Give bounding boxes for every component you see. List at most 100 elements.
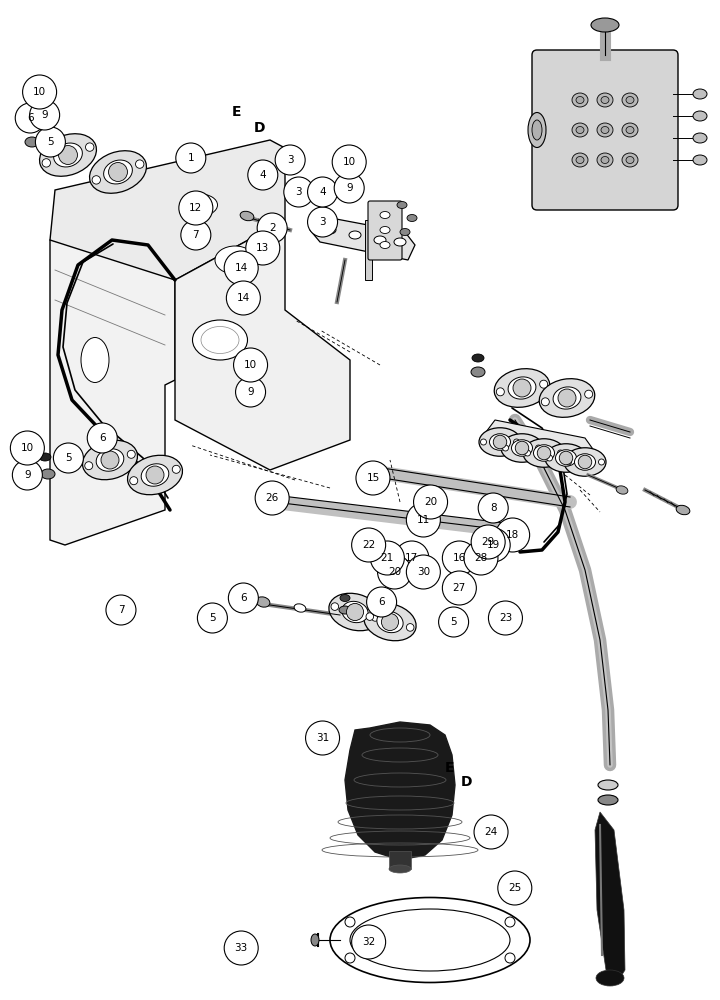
Text: 10: 10	[244, 360, 257, 370]
Circle shape	[58, 146, 78, 164]
Circle shape	[496, 388, 504, 396]
Ellipse shape	[693, 89, 707, 99]
Ellipse shape	[601, 126, 609, 133]
Text: 3: 3	[319, 217, 326, 227]
Circle shape	[307, 177, 338, 207]
Circle shape	[442, 541, 477, 575]
Circle shape	[370, 541, 405, 575]
Text: 21: 21	[381, 553, 394, 563]
Circle shape	[255, 481, 289, 515]
Circle shape	[557, 450, 564, 456]
Circle shape	[85, 462, 93, 470]
Ellipse shape	[532, 120, 542, 140]
Ellipse shape	[626, 97, 634, 104]
Text: 29: 29	[482, 537, 495, 547]
Text: 6: 6	[240, 593, 247, 603]
Circle shape	[275, 145, 305, 175]
Circle shape	[109, 163, 127, 181]
Ellipse shape	[693, 111, 707, 121]
Ellipse shape	[81, 338, 109, 382]
Ellipse shape	[601, 97, 609, 104]
Ellipse shape	[598, 780, 618, 790]
Circle shape	[35, 127, 66, 157]
Text: 15: 15	[366, 473, 379, 483]
Ellipse shape	[374, 236, 386, 244]
Ellipse shape	[572, 123, 588, 137]
Ellipse shape	[329, 593, 381, 631]
Ellipse shape	[377, 611, 403, 633]
Ellipse shape	[240, 211, 254, 221]
Text: 31: 31	[316, 733, 329, 743]
Circle shape	[513, 439, 520, 445]
Polygon shape	[595, 812, 625, 978]
Circle shape	[15, 103, 45, 133]
Polygon shape	[345, 722, 455, 860]
Ellipse shape	[511, 440, 533, 456]
Circle shape	[334, 173, 364, 203]
Ellipse shape	[676, 505, 690, 515]
Ellipse shape	[622, 123, 638, 137]
Ellipse shape	[380, 212, 390, 219]
Ellipse shape	[564, 448, 606, 476]
Ellipse shape	[192, 320, 248, 360]
Ellipse shape	[41, 469, 55, 479]
Circle shape	[377, 555, 412, 589]
Ellipse shape	[471, 367, 485, 377]
Circle shape	[257, 213, 287, 243]
Ellipse shape	[626, 126, 634, 133]
Text: 16: 16	[453, 553, 466, 563]
Circle shape	[228, 583, 258, 613]
Circle shape	[464, 541, 498, 575]
Ellipse shape	[96, 449, 124, 471]
Ellipse shape	[53, 143, 82, 167]
Circle shape	[513, 379, 531, 397]
Circle shape	[495, 518, 530, 552]
Ellipse shape	[201, 326, 239, 354]
Text: 24: 24	[485, 827, 498, 837]
Circle shape	[578, 455, 592, 469]
Text: 10: 10	[21, 443, 34, 453]
Text: D: D	[253, 121, 265, 135]
Text: 33: 33	[235, 943, 248, 953]
Ellipse shape	[576, 97, 584, 104]
Text: E: E	[231, 105, 241, 119]
Ellipse shape	[394, 238, 406, 246]
Polygon shape	[365, 220, 372, 280]
Polygon shape	[175, 220, 350, 470]
Circle shape	[351, 528, 386, 562]
Ellipse shape	[400, 229, 410, 235]
Text: 3: 3	[287, 155, 294, 165]
Circle shape	[474, 815, 508, 849]
Circle shape	[146, 466, 164, 484]
Polygon shape	[50, 140, 285, 280]
Circle shape	[516, 441, 528, 455]
Circle shape	[536, 445, 541, 451]
Ellipse shape	[576, 156, 584, 163]
Ellipse shape	[572, 93, 588, 107]
Ellipse shape	[523, 439, 565, 467]
Ellipse shape	[556, 450, 577, 466]
Text: 22: 22	[362, 540, 375, 550]
Circle shape	[558, 389, 576, 407]
Circle shape	[498, 871, 532, 905]
Circle shape	[181, 220, 211, 250]
Circle shape	[197, 603, 228, 633]
Circle shape	[537, 446, 551, 460]
Circle shape	[307, 207, 338, 237]
Ellipse shape	[576, 126, 584, 133]
Text: 28: 28	[474, 553, 487, 563]
Circle shape	[106, 595, 136, 625]
Text: D: D	[461, 775, 472, 789]
Circle shape	[524, 450, 531, 456]
Ellipse shape	[539, 379, 595, 417]
Polygon shape	[310, 215, 415, 260]
Ellipse shape	[311, 934, 319, 946]
FancyBboxPatch shape	[532, 50, 678, 210]
Text: 5: 5	[47, 137, 54, 147]
Circle shape	[332, 145, 366, 179]
Text: 20: 20	[388, 567, 401, 577]
Circle shape	[224, 931, 258, 965]
Circle shape	[356, 461, 390, 495]
Circle shape	[53, 443, 84, 473]
Ellipse shape	[553, 387, 581, 409]
